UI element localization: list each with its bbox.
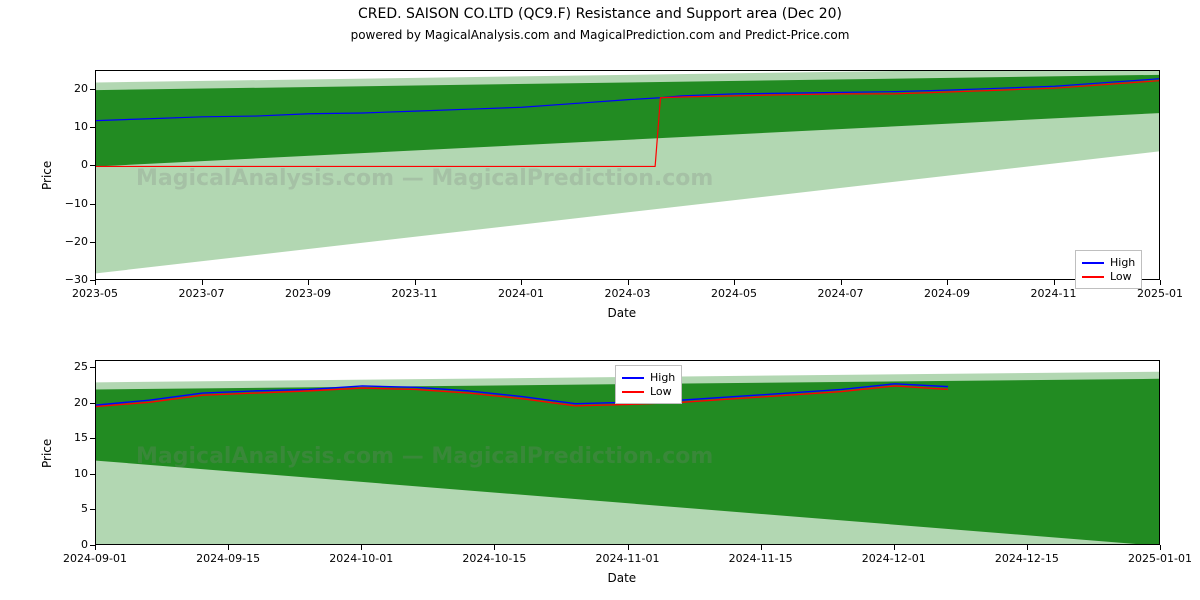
ytick-label: 10 [50, 467, 88, 480]
ytick-label: 20 [50, 396, 88, 409]
ytick-label: −20 [50, 235, 88, 248]
xtick-label: 2024-12-01 [849, 552, 939, 565]
chart-bottom: MagicalAnalysis.com — MagicalPrediction.… [95, 360, 1160, 545]
ytick-label: 5 [50, 502, 88, 515]
ytick-label: 10 [50, 120, 88, 133]
xtick-label: 2023-11 [370, 287, 460, 300]
ytick-mark [90, 367, 95, 368]
legend-row-high: High [622, 371, 675, 384]
legend-label-low: Low [1110, 270, 1132, 283]
ytick-mark [90, 89, 95, 90]
xtick-label: 2023-05 [50, 287, 140, 300]
ytick-mark [90, 127, 95, 128]
xlabel: Date [608, 571, 637, 585]
xtick-label: 2024-03 [583, 287, 673, 300]
legend-swatch-low [622, 391, 644, 393]
xtick-mark [628, 545, 629, 550]
chart-title: CRED. SAISON CO.LTD (QC9.F) Resistance a… [0, 6, 1200, 22]
ytick-mark [90, 403, 95, 404]
xtick-mark [841, 280, 842, 285]
legend: High Low [615, 365, 682, 404]
xlabel: Date [608, 306, 637, 320]
ytick-mark [90, 474, 95, 475]
xtick-mark [95, 280, 96, 285]
xtick-mark [1027, 545, 1028, 550]
xtick-label: 2024-09-01 [50, 552, 140, 565]
legend: High Low [1075, 250, 1142, 289]
xtick-label: 2024-01 [476, 287, 566, 300]
xtick-label: 2024-09 [902, 287, 992, 300]
ylabel: Price [40, 438, 54, 467]
xtick-label: 2024-07 [796, 287, 886, 300]
legend-row-low: Low [1082, 270, 1135, 283]
xtick-label: 2024-05 [689, 287, 779, 300]
legend-swatch-high [1082, 262, 1104, 264]
xtick-mark [947, 280, 948, 285]
xtick-label: 2024-09-15 [183, 552, 273, 565]
legend-label-low: Low [650, 385, 672, 398]
xtick-mark [202, 280, 203, 285]
chart-subtitle: powered by MagicalAnalysis.com and Magic… [0, 28, 1200, 42]
ytick-label: 25 [50, 360, 88, 373]
xtick-mark [308, 280, 309, 285]
ytick-mark [90, 204, 95, 205]
xtick-mark [415, 280, 416, 285]
xtick-label: 2024-11 [1009, 287, 1099, 300]
ytick-label: 20 [50, 82, 88, 95]
xtick-label: 2024-11-15 [716, 552, 806, 565]
xtick-mark [1160, 545, 1161, 550]
chart-top-svg [96, 71, 1160, 280]
container: CRED. SAISON CO.LTD (QC9.F) Resistance a… [0, 0, 1200, 600]
xtick-mark [521, 280, 522, 285]
ytick-mark [90, 509, 95, 510]
xtick-label: 2025-01 [1115, 287, 1200, 300]
ytick-mark [90, 165, 95, 166]
xtick-mark [1054, 280, 1055, 285]
xtick-label: 2024-11-01 [583, 552, 673, 565]
ytick-label: 0 [50, 538, 88, 551]
xtick-mark [494, 545, 495, 550]
chart-top-plot-area: MagicalAnalysis.com — MagicalPrediction.… [95, 70, 1160, 280]
ytick-label: −10 [50, 197, 88, 210]
xtick-mark [894, 545, 895, 550]
xtick-label: 2024-12-15 [982, 552, 1072, 565]
ytick-mark [90, 242, 95, 243]
chart-top: MagicalAnalysis.com — MagicalPrediction.… [95, 70, 1160, 280]
xtick-mark [628, 280, 629, 285]
legend-swatch-low [1082, 276, 1104, 278]
xtick-mark [228, 545, 229, 550]
xtick-label: 2024-10-01 [316, 552, 406, 565]
ytick-label: 0 [50, 158, 88, 171]
xtick-mark [361, 545, 362, 550]
xtick-label: 2024-10-15 [449, 552, 539, 565]
ytick-label: −30 [50, 273, 88, 286]
xtick-mark [761, 545, 762, 550]
xtick-label: 2023-07 [157, 287, 247, 300]
legend-row-high: High [1082, 256, 1135, 269]
legend-label-high: High [650, 371, 675, 384]
xtick-label: 2023-09 [263, 287, 353, 300]
ylabel: Price [40, 161, 54, 190]
legend-row-low: Low [622, 385, 675, 398]
ytick-mark [90, 438, 95, 439]
xtick-mark [734, 280, 735, 285]
xtick-label: 2025-01-01 [1115, 552, 1200, 565]
legend-label-high: High [1110, 256, 1135, 269]
xtick-mark [1160, 280, 1161, 285]
xtick-mark [95, 545, 96, 550]
legend-swatch-high [622, 377, 644, 379]
ytick-label: 15 [50, 431, 88, 444]
